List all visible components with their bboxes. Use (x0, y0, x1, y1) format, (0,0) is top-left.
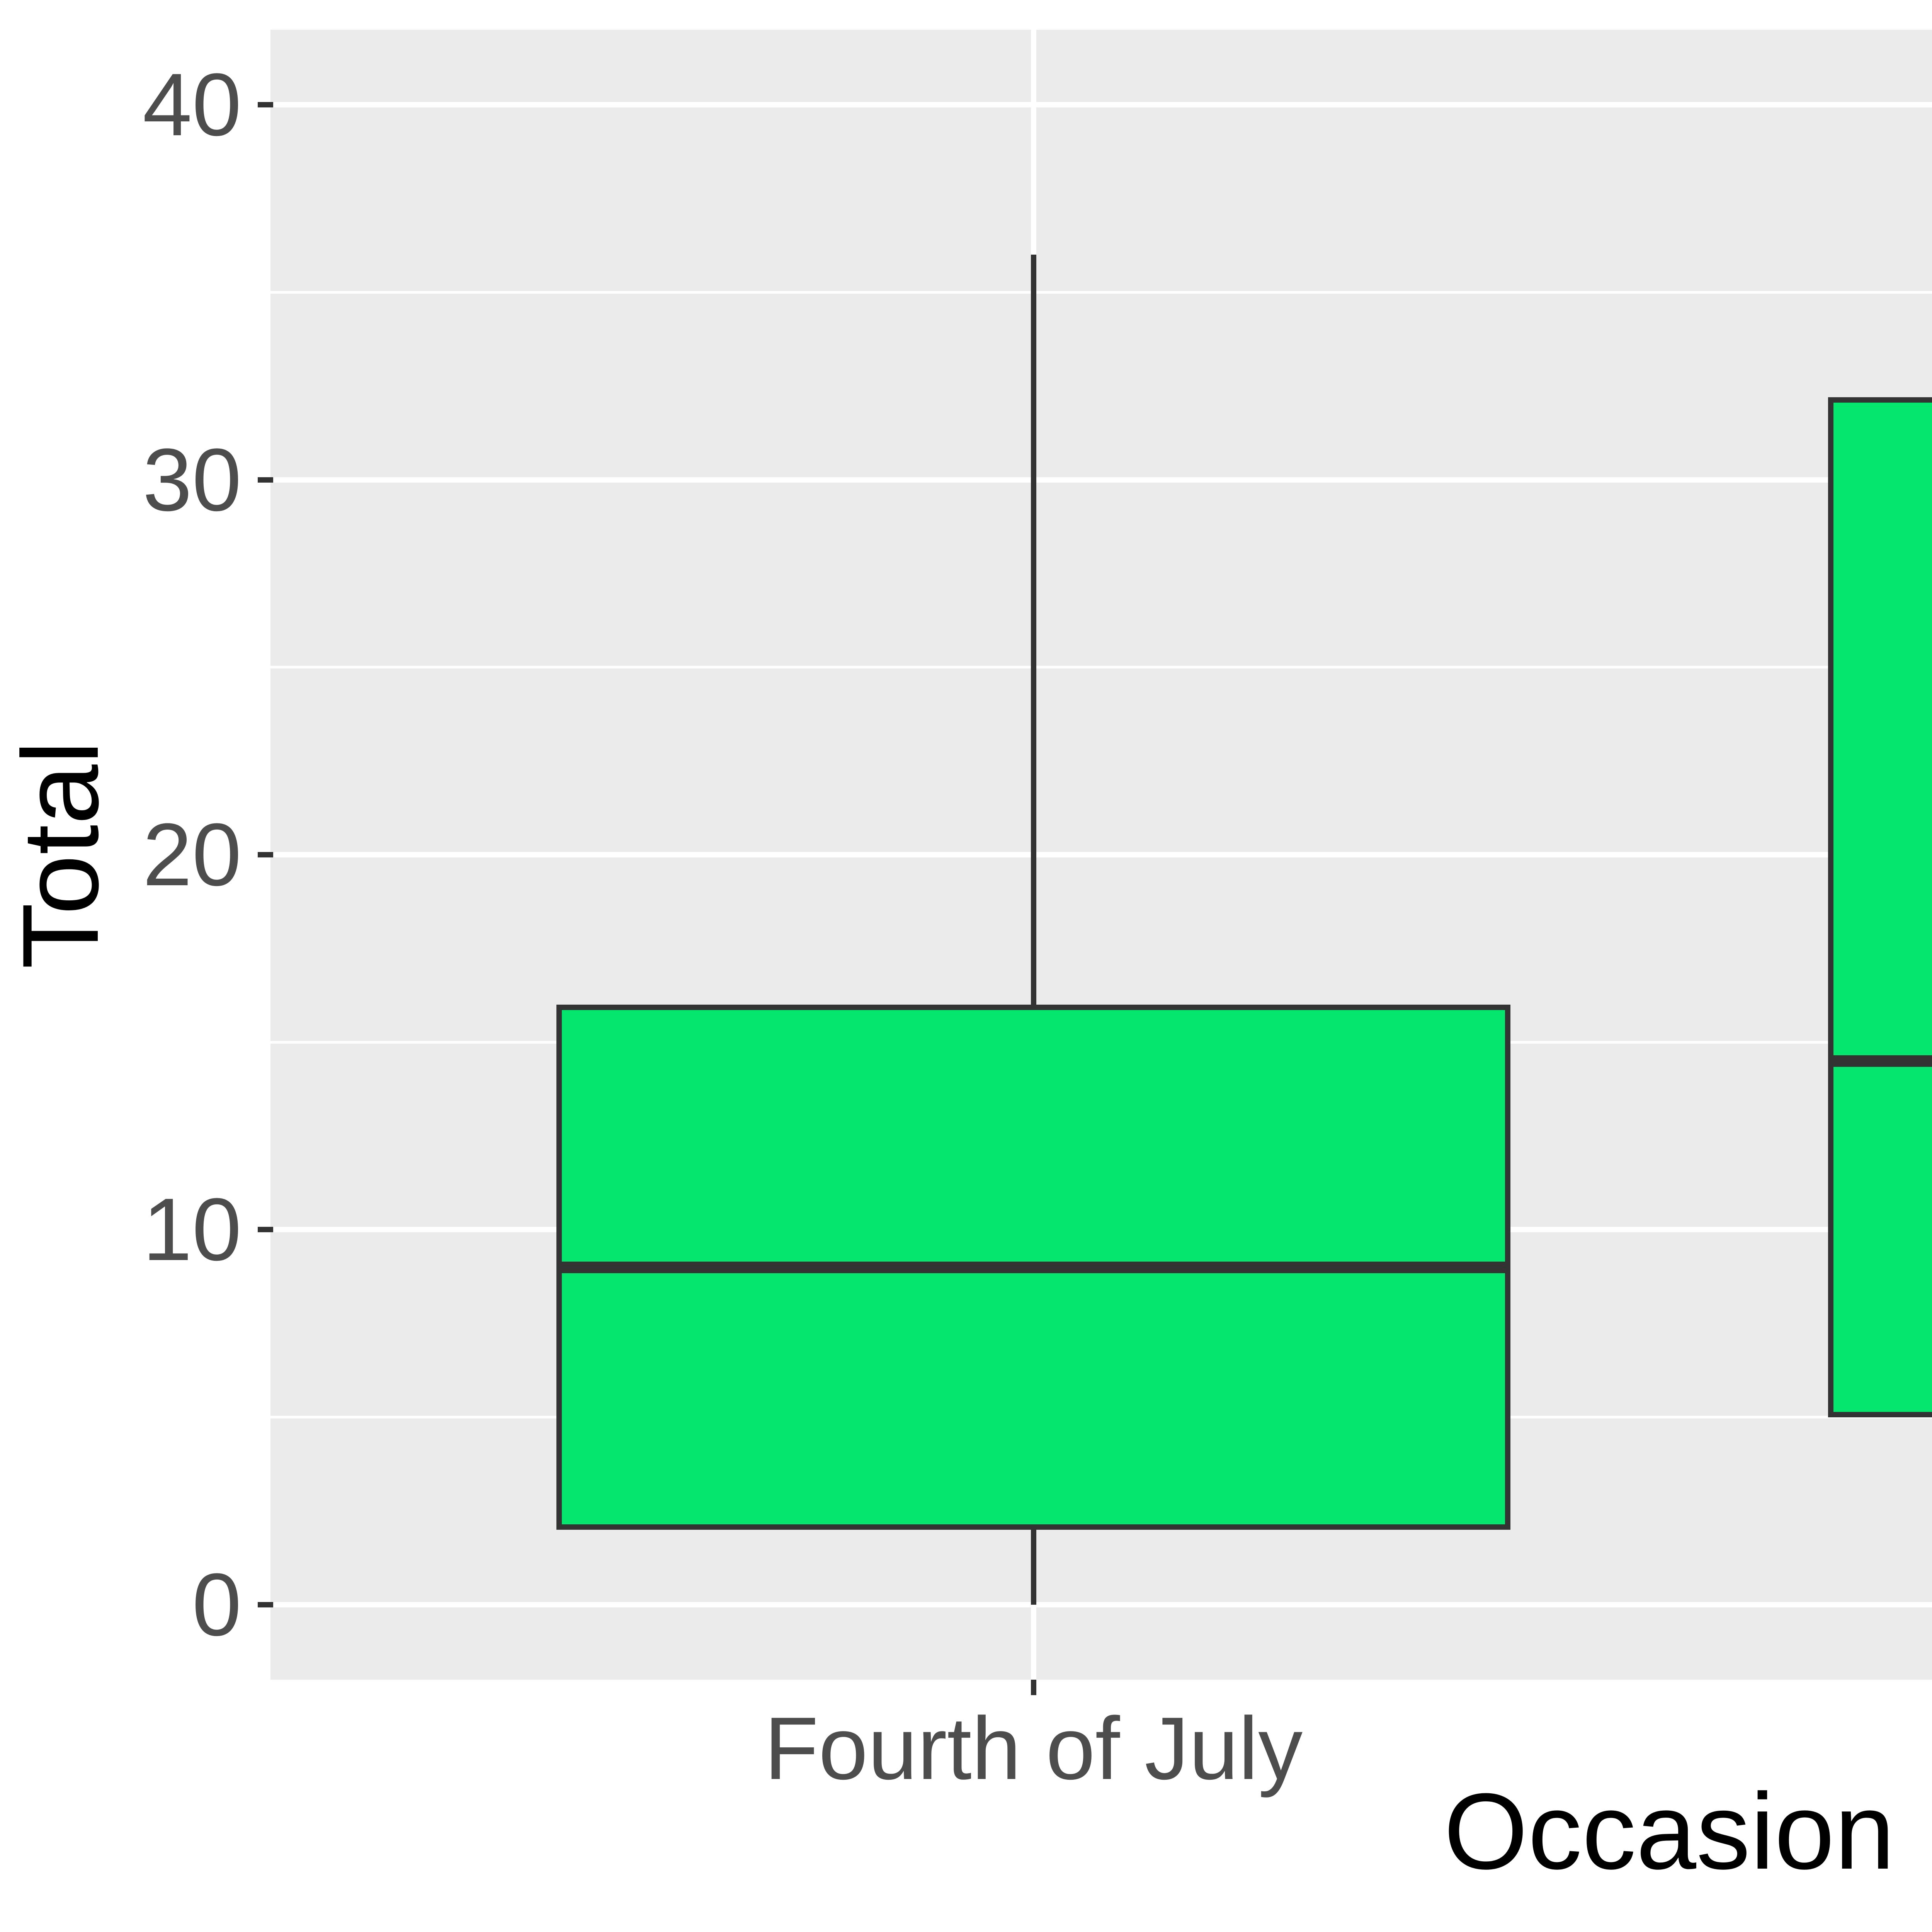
y-tick-label: 0 (192, 1554, 242, 1654)
y-tick-label: 30 (143, 430, 242, 529)
lower-whisker (1031, 1529, 1036, 1605)
major-gridline (270, 1602, 1932, 1607)
y-tick-label: 40 (143, 55, 242, 155)
y-tick-label: 10 (143, 1180, 242, 1279)
major-gridline (270, 102, 1932, 108)
y-tick-mark (258, 102, 273, 108)
y-axis-title: Total (0, 740, 121, 969)
major-gridline (270, 852, 1932, 857)
median-line (1828, 1055, 1932, 1067)
x-tick-label: Fourth of July (764, 1699, 1303, 1798)
x-axis-title: Occasion (1444, 1771, 1895, 1892)
y-tick-mark (258, 1602, 273, 1607)
minor-gridline (270, 666, 1932, 669)
upper-whisker (1031, 255, 1036, 1005)
y-tick-mark (258, 477, 273, 483)
minor-gridline (270, 291, 1932, 294)
boxplot-box (1828, 397, 1932, 1417)
major-gridline (270, 477, 1932, 483)
y-tick-mark (258, 852, 273, 857)
y-tick-mark (258, 1227, 273, 1233)
y-tick-label: 20 (143, 805, 242, 904)
plot-panel (270, 30, 1932, 1680)
x-tick-mark (1031, 1680, 1036, 1695)
median-line (556, 1261, 1510, 1273)
